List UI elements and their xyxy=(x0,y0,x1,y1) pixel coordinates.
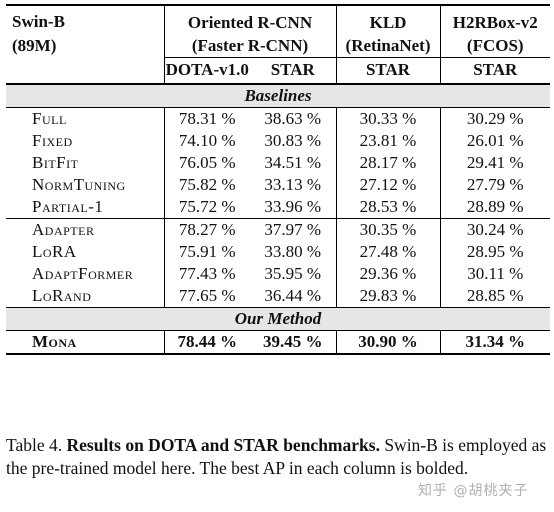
model-params: (89M) xyxy=(12,36,57,55)
subheader-star-3: STAR xyxy=(439,57,551,84)
method-name: Adapter xyxy=(6,218,164,241)
caption-title: Results on DOTA and STAR benchmarks. xyxy=(66,435,380,455)
section-baselines: Baselines xyxy=(6,83,551,108)
value-cell: 78.27 % xyxy=(163,218,250,241)
method-name: Full xyxy=(32,109,67,128)
group-header-h2rbox: H2RBox-v2 xyxy=(439,4,551,34)
model-header: Swin-B (89M) xyxy=(6,4,164,84)
value-cell: 75.72 % xyxy=(163,196,250,219)
table-row: Partial-1 75.72 % 33.96 % 28.53 % 28.89 … xyxy=(6,196,551,219)
value-cell: 33.96 % xyxy=(264,197,322,216)
value-cell: 26.01 % xyxy=(439,130,551,152)
header-row-groups: Swin-B (89M) Oriented R-CNN KLD H2RBox-v… xyxy=(6,4,551,84)
value-cell: 38.63 % xyxy=(264,109,322,128)
method-name: LoRand xyxy=(32,286,92,305)
table-row: Full 78.31 % 38.63 % 30.33 % 30.29 % xyxy=(6,107,551,130)
header-row-datasets: DOTA-v1.0 STAR STAR STAR xyxy=(6,57,551,84)
value-cell: 75.91 % xyxy=(163,241,250,263)
group-header-oriented-rcnn: Oriented R-CNN xyxy=(163,4,337,34)
value-cell: 33.80 % xyxy=(264,242,322,261)
value-cell: 37.97 % xyxy=(250,218,337,241)
value-cell: 34.51 % xyxy=(264,153,322,172)
value-cell: 77.65 % xyxy=(163,285,250,308)
value-cell: 29.36 % xyxy=(335,263,441,285)
detector-fcos: (FCOS) xyxy=(439,34,551,58)
table-row: LoRand 77.65 % 36.44 % 29.83 % 28.85 % xyxy=(6,285,551,308)
value-cell: 29.41 % xyxy=(439,152,551,174)
value-cell: 77.43 % xyxy=(163,263,250,285)
value-cell: 30.83 % xyxy=(264,131,322,150)
value-cell: 35.95 % xyxy=(264,264,322,283)
section-baselines-label: Baselines xyxy=(6,83,551,108)
value-cell: 36.44 % xyxy=(264,286,322,305)
detector-faster-rcnn: (Faster R-CNN) xyxy=(163,34,337,58)
method-name: AdaptFormer xyxy=(32,264,134,283)
method-name: Partial-1 xyxy=(32,197,104,216)
subheader-star-1: STAR xyxy=(250,57,337,84)
table-row: LoRA 75.91 % 33.80 % 27.48 % 28.95 % xyxy=(6,241,551,263)
value-cell: 27.48 % xyxy=(335,241,441,263)
value-cell: 74.10 % xyxy=(163,130,250,152)
table-row: Fixed 74.10 % 30.83 % 23.81 % 26.01 % xyxy=(6,130,551,152)
value-cell: 28.17 % xyxy=(335,152,441,174)
value-cell: 30.29 % xyxy=(439,107,551,130)
value-cell: 33.13 % xyxy=(264,175,322,194)
model-name: Swin-B xyxy=(12,12,65,31)
table-caption: Table 4. Results on DOTA and STAR benchm… xyxy=(6,434,550,480)
value-cell: 30.35 % xyxy=(335,218,441,241)
best-value-cell: 78.44 % xyxy=(163,330,250,355)
best-value-cell: 39.45 % xyxy=(250,330,337,355)
method-name: NormTuning xyxy=(32,175,126,194)
value-cell: 75.82 % xyxy=(163,174,250,196)
value-cell: 29.83 % xyxy=(335,285,441,308)
caption-label: Table 4. xyxy=(6,435,63,455)
method-name: LoRA xyxy=(32,242,77,261)
value-cell: 30.11 % xyxy=(439,263,551,285)
table-row: AdaptFormer 77.43 % 35.95 % 29.36 % 30.1… xyxy=(6,263,551,285)
subheader-dota: DOTA-v1.0 xyxy=(163,57,250,84)
value-cell: 28.89 % xyxy=(439,196,551,219)
zhihu-watermark: 知乎 @胡桃夹子 xyxy=(418,483,529,499)
table-row: BitFit 76.05 % 34.51 % 28.17 % 29.41 % xyxy=(6,152,551,174)
value-cell: 30.33 % xyxy=(335,107,441,130)
value-cell: 27.79 % xyxy=(439,174,551,196)
value-cell: 78.31 % xyxy=(163,107,250,130)
results-table-container: Swin-B (89M) Oriented R-CNN KLD H2RBox-v… xyxy=(6,4,551,355)
table-row: NormTuning 75.82 % 33.13 % 27.12 % 27.79… xyxy=(6,174,551,196)
best-value-cell: 30.90 % xyxy=(335,330,441,355)
header-row-detectors: (Faster R-CNN) (RetinaNet) (FCOS) xyxy=(6,34,551,58)
table-row: Adapter 78.27 % 37.97 % 30.35 % 30.24 % xyxy=(6,218,551,241)
section-our-method: Our Method xyxy=(6,307,551,331)
value-cell: 27.12 % xyxy=(335,174,441,196)
value-cell: 23.81 % xyxy=(335,130,441,152)
method-name: Fixed xyxy=(32,131,73,150)
value-cell: 28.85 % xyxy=(439,285,551,308)
table-row-mona: Mona 78.44 % 39.45 % 30.90 % 31.34 % xyxy=(6,330,551,355)
best-value-cell: 31.34 % xyxy=(439,330,551,355)
value-cell: 76.05 % xyxy=(163,152,250,174)
method-name: Mona xyxy=(6,330,164,355)
results-table: Swin-B (89M) Oriented R-CNN KLD H2RBox-v… xyxy=(6,4,551,355)
value-cell: 30.24 % xyxy=(439,218,551,241)
section-our-method-label: Our Method xyxy=(6,307,551,331)
subheader-star-2: STAR xyxy=(335,57,441,84)
value-cell: 28.53 % xyxy=(335,196,441,219)
method-name: BitFit xyxy=(32,153,79,172)
value-cell: 28.95 % xyxy=(439,241,551,263)
group-header-kld: KLD xyxy=(335,4,441,34)
caption-text: Swin-B is employed as the pre-trained mo… xyxy=(6,435,547,478)
detector-retinanet: (RetinaNet) xyxy=(335,34,441,58)
